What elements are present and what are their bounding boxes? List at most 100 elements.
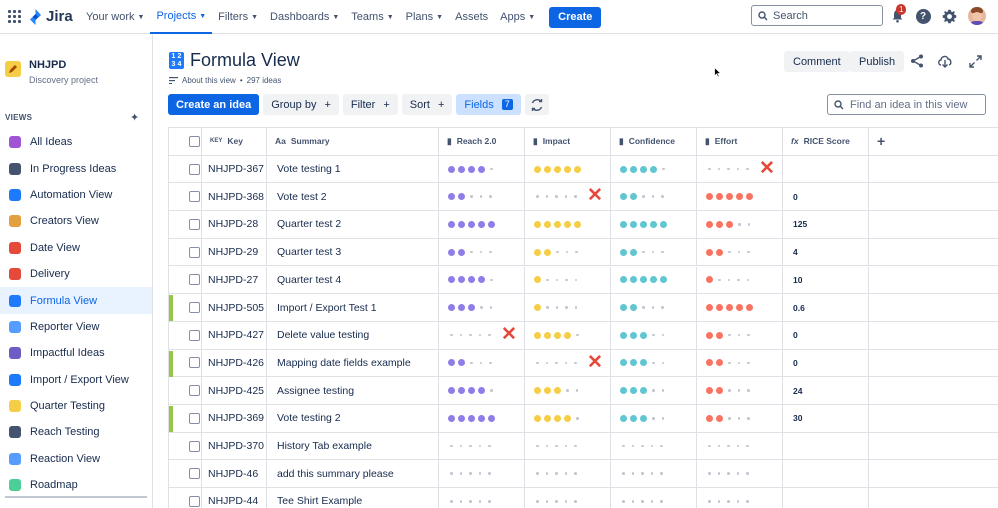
idea-summary[interactable]: History Tab example (267, 432, 439, 460)
effort-rating[interactable] (697, 488, 783, 508)
global-search-input[interactable]: Search (751, 5, 883, 26)
sidebar-item-roadmap[interactable]: Roadmap (0, 472, 152, 498)
find-idea-input[interactable]: Find an idea in this view (827, 94, 986, 115)
table-row[interactable]: NHJPD-46 add this summary please (169, 460, 998, 489)
nav-plans[interactable]: Plans ▼ (400, 0, 449, 34)
idea-key[interactable]: NHJPD-425 (202, 377, 267, 404)
reach-rating[interactable] (439, 488, 525, 508)
confidence-rating[interactable] (611, 238, 697, 266)
effort-rating[interactable] (697, 460, 783, 488)
idea-key[interactable]: NHJPD-46 (202, 460, 267, 488)
sidebar-item-delivery[interactable]: Delivery (0, 261, 152, 287)
row-checkbox[interactable] (189, 191, 200, 203)
export-icon[interactable] (936, 52, 954, 70)
idea-summary[interactable]: Mapping date fields example (267, 349, 439, 377)
effort-rating[interactable]: ✕ (697, 155, 783, 183)
reach-rating[interactable] (439, 211, 525, 238)
confidence-rating[interactable] (611, 266, 697, 294)
effort-rating[interactable] (697, 211, 783, 238)
reach-rating[interactable]: ✕ (439, 321, 525, 349)
effort-rating[interactable] (697, 183, 783, 211)
confidence-rating[interactable] (611, 377, 697, 404)
impact-rating[interactable]: ✕ (525, 183, 611, 211)
sidebar-item-reaction-view[interactable]: Reaction View (0, 446, 152, 472)
autosave-button[interactable] (524, 94, 549, 115)
reach-rating[interactable] (439, 432, 525, 460)
add-view-icon[interactable]: ✦ (130, 112, 140, 124)
table-row[interactable]: NHJPD-425 Assignee testing 24 (169, 377, 998, 405)
filter-button[interactable]: Filter + (342, 94, 398, 115)
idea-summary[interactable]: Quarter test 2 (267, 211, 439, 238)
impact-rating[interactable] (525, 238, 611, 266)
effort-rating[interactable] (697, 294, 783, 321)
sidebar-item-date-view[interactable]: Date View (0, 235, 152, 261)
confidence-rating[interactable] (611, 155, 697, 183)
table-row[interactable]: NHJPD-427 Delete value testing ✕ 0 (169, 321, 998, 350)
page-title[interactable]: Formula View (190, 50, 300, 70)
idea-key[interactable]: NHJPD-427 (202, 321, 267, 349)
effort-rating[interactable] (697, 238, 783, 266)
idea-summary[interactable]: Tee Shirt Example (267, 488, 439, 508)
reach-rating[interactable] (439, 405, 525, 432)
table-row[interactable]: NHJPD-27 Quarter test 4 10 (169, 266, 998, 295)
fullscreen-icon[interactable] (966, 52, 984, 70)
notifications-button[interactable]: 1 (888, 4, 907, 25)
table-row[interactable]: NHJPD-29 Quarter test 3 4 (169, 238, 998, 267)
idea-summary[interactable]: Vote testing 2 (267, 405, 439, 432)
sidebar-item-all-ideas[interactable]: All Ideas (0, 129, 152, 155)
confidence-rating[interactable] (611, 349, 697, 377)
row-checkbox[interactable] (189, 495, 200, 507)
sidebar-item-creators-view[interactable]: Creators View (0, 208, 152, 234)
select-all-checkbox[interactable] (189, 135, 200, 147)
effort-rating[interactable] (697, 405, 783, 432)
idea-key[interactable]: NHJPD-367 (202, 155, 267, 183)
row-checkbox[interactable] (189, 329, 200, 341)
nav-projects[interactable]: Projects ▼ (150, 0, 213, 34)
confidence-rating[interactable] (611, 211, 697, 238)
confidence-rating[interactable] (611, 294, 697, 321)
column-summary[interactable]: Aa Summary (267, 128, 439, 155)
column-confidence[interactable]: ▮ Confidence (611, 128, 697, 155)
idea-key[interactable]: NHJPD-44 (202, 488, 267, 508)
jira-logo[interactable]: Jira (29, 8, 73, 25)
idea-key[interactable]: NHJPD-426 (202, 349, 267, 377)
column-effort[interactable]: ▮ Effort (697, 128, 783, 155)
impact-rating[interactable] (525, 294, 611, 321)
app-switcher-icon[interactable] (8, 10, 21, 23)
reach-rating[interactable] (439, 155, 525, 183)
table-row[interactable]: NHJPD-28 Quarter test 2 125 (169, 211, 998, 239)
reach-rating[interactable] (439, 377, 525, 404)
add-column-button[interactable]: + (877, 133, 886, 150)
reach-rating[interactable] (439, 183, 525, 211)
confidence-rating[interactable] (611, 405, 697, 432)
confidence-rating[interactable] (611, 183, 697, 211)
idea-summary[interactable]: Import / Export Test 1 (267, 294, 439, 321)
row-checkbox[interactable] (189, 274, 200, 286)
idea-key[interactable]: NHJPD-28 (202, 211, 267, 238)
impact-rating[interactable] (525, 155, 611, 183)
settings-button[interactable] (940, 7, 958, 25)
confidence-rating[interactable] (611, 432, 697, 460)
idea-key[interactable]: NHJPD-369 (202, 405, 267, 432)
create-idea-button[interactable]: Create an idea (168, 94, 260, 115)
row-checkbox[interactable] (189, 302, 200, 314)
help-button[interactable]: ? (914, 7, 932, 25)
reach-rating[interactable] (439, 238, 525, 266)
table-row[interactable]: NHJPD-369 Vote testing 2 30 (169, 405, 998, 433)
sidebar-item-formula-view[interactable]: Formula View (0, 287, 152, 314)
nav-apps[interactable]: Apps ▼ (494, 0, 541, 34)
row-checkbox[interactable] (189, 163, 200, 175)
reach-rating[interactable] (439, 349, 525, 377)
row-checkbox[interactable] (189, 412, 200, 424)
sidebar-item-automation-view[interactable]: Automation View (0, 182, 152, 208)
row-checkbox[interactable] (189, 468, 200, 480)
idea-summary[interactable]: Delete value testing (267, 321, 439, 349)
create-button[interactable]: Create (549, 6, 602, 28)
fields-button[interactable]: Fields 7 (456, 94, 521, 115)
effort-rating[interactable] (697, 266, 783, 294)
effort-rating[interactable] (697, 377, 783, 404)
sidebar-item-import-export-view[interactable]: Import / Export View (0, 367, 152, 393)
confidence-rating[interactable] (611, 460, 697, 488)
row-checkbox[interactable] (189, 246, 200, 258)
idea-key[interactable]: NHJPD-27 (202, 266, 267, 294)
